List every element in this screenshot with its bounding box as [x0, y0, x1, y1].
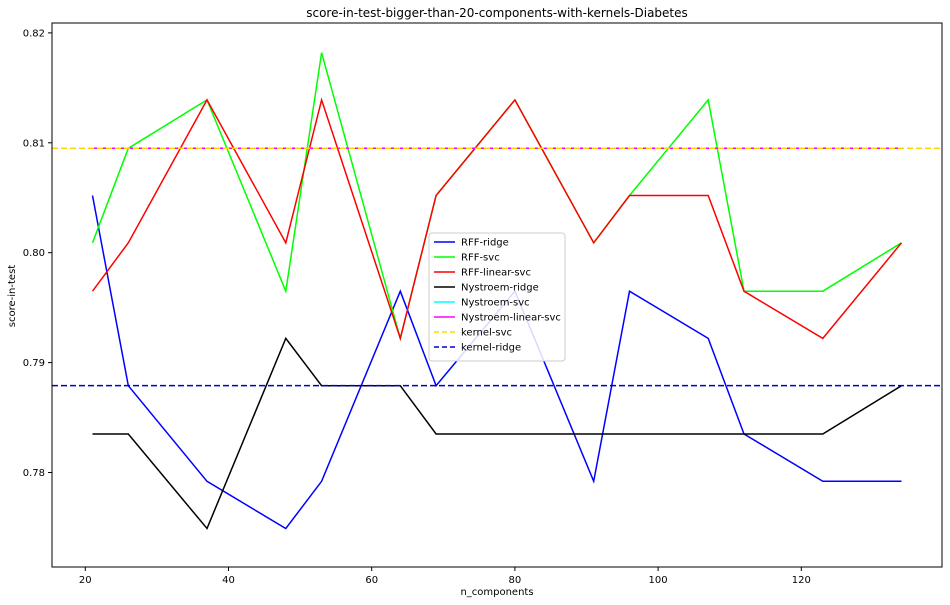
x-tick-label: 80 — [509, 575, 522, 586]
plot-frame — [51, 22, 943, 568]
x-tick-label: 20 — [79, 575, 92, 586]
legend-label: kernel-svc — [461, 328, 512, 339]
x-tick-label: 120 — [792, 575, 811, 586]
x-tick-label: 40 — [222, 575, 235, 586]
legend-label: RFF-svc — [461, 253, 500, 264]
x-axis-label: n_components — [460, 587, 533, 598]
y-axis-label: score-in-test — [7, 265, 18, 327]
series-line-nystroem-ridge — [92, 336, 902, 530]
legend-label: Nystroem-svc — [461, 298, 530, 309]
legend-label: kernel-ridge — [461, 343, 521, 354]
x-tick-label: 100 — [649, 575, 668, 586]
legend: RFF-ridge RFF-svc RFF-linear-svc Nystroem-r… — [428, 232, 566, 362]
legend-label: RFF-linear-svc — [461, 268, 531, 279]
x-tick-label: 60 — [365, 575, 378, 586]
chart-title: score-in-test-bigger-than-20-components-… — [306, 6, 688, 20]
y-tick-label: 0.81 — [23, 138, 45, 149]
legend-label: Nystroem-linear-svc — [461, 313, 561, 324]
y-tick-label: 0.78 — [23, 468, 45, 479]
y-tick-label: 0.79 — [23, 358, 45, 369]
legend-label: RFF-ridge — [461, 238, 509, 249]
legend-label: Nystroem-ridge — [461, 283, 539, 294]
y-tick-label: 0.82 — [23, 28, 45, 39]
y-tick-label: 0.80 — [23, 248, 45, 259]
legend-box — [428, 232, 566, 362]
